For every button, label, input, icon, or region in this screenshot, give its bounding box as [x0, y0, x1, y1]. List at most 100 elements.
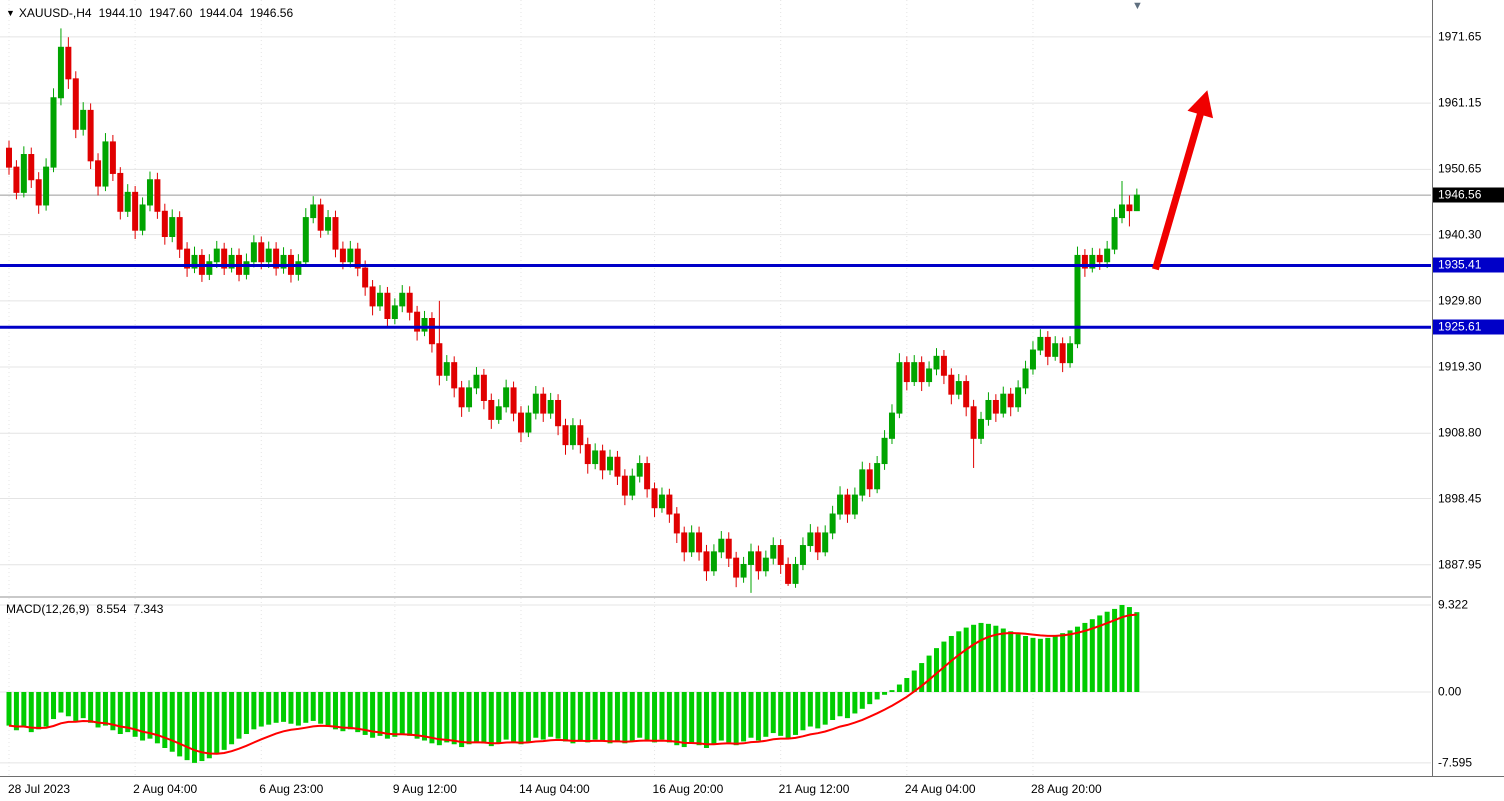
- candle-bearish: [451, 362, 458, 389]
- macd-histogram-bar: [36, 691, 42, 730]
- candle-bearish: [488, 399, 495, 420]
- macd-histogram-bar: [88, 691, 94, 723]
- macd-histogram-bar: [956, 631, 962, 692]
- macd-chart-canvas[interactable]: [0, 598, 1431, 776]
- macd-histogram-bar: [1000, 628, 1006, 692]
- macd-histogram-bar: [518, 691, 524, 745]
- macd-histogram-bar: [614, 691, 620, 741]
- macd-indicator-label: MACD(12,26,9) 8.554 7.343: [6, 602, 163, 616]
- candle-bearish: [332, 217, 339, 250]
- candle-bearish: [109, 141, 116, 174]
- candle-bullish: [1119, 204, 1125, 219]
- macd-histogram-bar: [1089, 619, 1095, 692]
- candle-bearish: [785, 563, 792, 584]
- time-tick-label: 6 Aug 23:00: [259, 782, 324, 796]
- macd-histogram-bar: [236, 691, 242, 739]
- macd-histogram-bar: [362, 691, 368, 735]
- macd-histogram-bar: [748, 691, 754, 738]
- candle-bullish: [443, 362, 450, 376]
- macd-histogram-bar: [1112, 608, 1118, 692]
- macd-histogram-bar: [503, 691, 509, 740]
- macd-histogram-bar: [206, 691, 212, 759]
- candle-bullish: [911, 362, 918, 383]
- candle-bullish: [325, 217, 332, 231]
- price-axis[interactable]: 1971.65 1961.15 1950.65 1940.30 1929.80 1919.…: [1432, 0, 1504, 776]
- macd-histogram-bar: [1067, 630, 1073, 692]
- macd-histogram-bar: [1097, 615, 1103, 692]
- trend-arrow-head[interactable]: [1187, 90, 1214, 119]
- candle-bearish: [614, 456, 621, 477]
- candle-bullish: [503, 387, 510, 408]
- macd-histogram-bar: [570, 691, 576, 744]
- macd-histogram-bar: [703, 691, 709, 748]
- macd-histogram-bar: [473, 691, 479, 742]
- collapse-arrow-icon[interactable]: ▼: [6, 8, 15, 18]
- candle-bullish: [495, 406, 502, 420]
- trend-arrow-shaft[interactable]: [1152, 110, 1205, 271]
- candle-bullish: [139, 204, 146, 231]
- candle-bullish: [710, 551, 717, 572]
- macd-histogram-bar: [1037, 638, 1043, 692]
- pane-separator[interactable]: [0, 596, 1431, 598]
- chart-shift-marker-icon[interactable]: ▼: [1132, 0, 1143, 12]
- macd-histogram-bar: [852, 691, 858, 714]
- candle-bullish: [607, 456, 614, 471]
- candle-bullish: [822, 532, 829, 553]
- macd-histogram-bar: [600, 691, 606, 742]
- candle-bullish: [347, 248, 354, 263]
- price-tick-label: 1940.30: [1438, 227, 1482, 242]
- candle-bullish: [302, 217, 309, 263]
- macd-histogram-bar: [6, 691, 12, 726]
- macd-histogram-bar: [65, 691, 71, 717]
- macd-histogram-bar: [281, 691, 287, 722]
- candle-bearish: [369, 286, 376, 307]
- macd-histogram-bar: [117, 691, 123, 734]
- macd-histogram-bar: [993, 625, 999, 692]
- candle-bearish: [844, 494, 851, 515]
- macd-histogram-bar: [258, 691, 264, 727]
- macd-histogram-bar: [540, 691, 546, 740]
- macd-histogram-bar: [689, 691, 695, 744]
- candle-bearish: [651, 488, 658, 509]
- macd-histogram-bar: [1104, 611, 1110, 692]
- macd-histogram-bar: [978, 622, 984, 692]
- time-axis[interactable]: 28 Jul 2023 2 Aug 04:00 6 Aug 23:00 9 Aug 1…: [0, 776, 1504, 801]
- price-chart-canvas[interactable]: [0, 0, 1431, 596]
- candle-bullish: [102, 141, 109, 187]
- macd-histogram-bar: [585, 691, 591, 743]
- candle-bullish: [295, 261, 302, 275]
- macd-histogram-bar: [414, 691, 420, 739]
- macd-histogram-bar: [896, 684, 902, 692]
- candle-bearish: [221, 248, 228, 269]
- macd-histogram-bar: [251, 691, 257, 730]
- macd-histogram-bar: [800, 691, 806, 731]
- candle-bullish: [1089, 254, 1096, 269]
- macd-histogram-bar: [1015, 634, 1021, 692]
- macd-histogram-bar: [511, 691, 517, 742]
- candle-bearish: [1059, 343, 1066, 364]
- time-tick-label: 28 Aug 20:00: [1030, 782, 1102, 796]
- macd-histogram-bar: [325, 691, 331, 727]
- macd-histogram-bar: [243, 691, 249, 734]
- macd-histogram-bar: [370, 691, 376, 738]
- macd-histogram-bar: [837, 691, 843, 717]
- macd-histogram-bar: [273, 691, 279, 723]
- macd-histogram-bar: [859, 691, 865, 709]
- macd-histogram-bar: [934, 648, 939, 692]
- candle-bearish: [87, 109, 94, 162]
- candle-bearish: [577, 425, 584, 446]
- candle-bullish: [799, 545, 806, 565]
- candle-bullish: [955, 381, 962, 395]
- candle-bearish: [1081, 254, 1088, 269]
- macd-name-label: MACD(12,26,9): [6, 602, 90, 616]
- candle-bearish: [777, 545, 784, 565]
- candle-bearish: [517, 412, 524, 433]
- price-tick-label: 1971.65: [1438, 29, 1482, 44]
- macd-main-value: 8.554: [96, 602, 127, 616]
- candle-bearish: [963, 381, 970, 408]
- macd-histogram-bar: [459, 691, 465, 748]
- candle-bullish: [829, 513, 836, 534]
- macd-histogram-bar: [80, 691, 86, 719]
- macd-histogram-bar: [295, 691, 301, 726]
